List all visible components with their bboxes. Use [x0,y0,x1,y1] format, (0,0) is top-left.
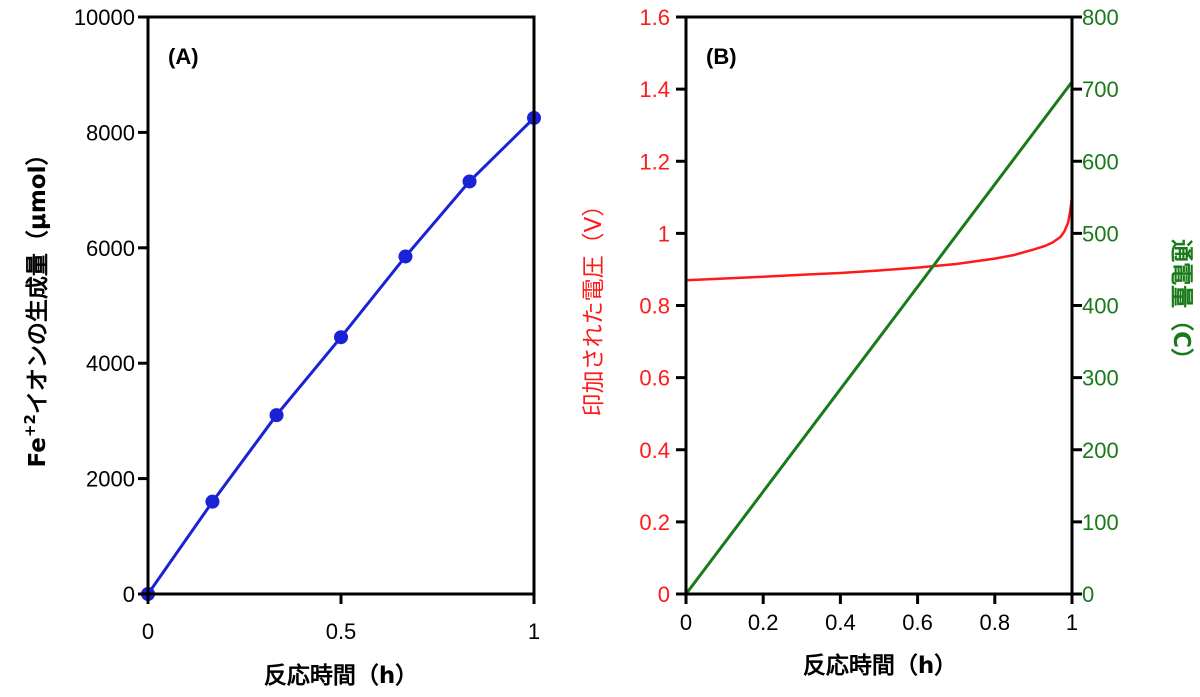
data-point [398,249,413,264]
y-tick-label: 2000 [86,467,135,492]
panel-b-data-layer [684,80,1074,595]
x-tick-label: 0.5 [326,619,357,644]
x-tick-label: 0.2 [748,610,779,635]
panel-a-x-axis-title: 反応時間（h） [264,662,418,689]
panel-a-plot-frame [146,15,536,596]
data-point [334,330,348,345]
y-title-superscript: +2 [21,414,39,437]
x-tick-label: 0 [680,610,692,635]
y-tick-label: 10000 [74,5,135,30]
x-tick-label: 0 [142,619,154,644]
panel-b-x-axis: 0 0.2 0.4 0.6 0.8 1 [680,594,1078,635]
panel-a-y-axis: 0 2000 4000 6000 8000 10000 [74,5,148,607]
y-tick-label: 4000 [86,351,135,376]
data-point [205,494,220,509]
panel-b-x-axis-title: 反応時間（h） [803,652,957,679]
panel-a-label: (A) [168,44,199,69]
left-y-tick-label: 0 [658,582,670,607]
left-y-tick-label: 0.8 [639,294,670,319]
right-y-tick-label: 0 [1082,582,1094,607]
y-tick-label: 6000 [86,236,135,261]
x-tick-label: 0.4 [825,610,856,635]
panel-a-data-layer [141,110,541,601]
panel-b-left-y-axis-title: 印加された電圧（V） [581,194,607,417]
right-y-tick-label: 100 [1082,510,1119,535]
y-title-rest: イオンの生成量（μmol） [24,143,51,415]
panel-b-left-y-axis: 0 0.2 0.4 0.6 0.8 1 1.2 1.4 1.6 [639,5,686,607]
right-y-tick-label: 700 [1082,77,1119,102]
right-y-tick-label: 400 [1082,294,1119,319]
x-tick-label: 0.8 [980,610,1011,635]
panel-a-x-axis: 0 0.5 1 [142,594,540,644]
voltage-series-line [685,197,1074,282]
panel-b-right-y-axis-title: 通電量（C） [1168,239,1195,371]
y-title-prefix: Fe [25,437,51,467]
right-y-tick-label: 200 [1082,438,1119,463]
right-y-tick-label: 600 [1082,149,1119,174]
x-tick-label: 0.6 [902,610,933,635]
series-line [146,116,536,595]
x-tick-label: 1 [1066,610,1078,635]
panel-b-label: (B) [706,44,737,69]
left-y-tick-label: 1.2 [639,149,670,174]
right-y-tick-label: 500 [1082,221,1119,246]
data-point [269,408,284,423]
y-tick-label: 8000 [86,120,135,145]
left-y-tick-label: 0.4 [639,438,670,463]
data-point [462,174,477,189]
left-y-tick-label: 0.6 [639,366,670,391]
charge-series-line [684,80,1074,595]
panel-b-right-y-axis: 0 100 200 300 400 500 600 700 800 [1072,5,1119,607]
chart-panel-b: 0 0.2 0.4 0.6 0.8 1 1.2 1.4 1.6 0 100 200 300 400 500… [581,5,1195,679]
right-y-tick-label: 800 [1082,5,1119,30]
right-y-tick-label: 300 [1082,366,1119,391]
y-tick-label: 0 [123,582,135,607]
x-tick-label: 1 [528,619,540,644]
left-y-tick-label: 1.4 [639,77,670,102]
panel-a-y-axis-title: Fe+2イオンの生成量（μmol） [21,143,51,468]
left-y-tick-label: 0.2 [639,510,670,535]
left-y-tick-label: 1 [658,221,670,246]
left-y-tick-label: 1.6 [639,5,670,30]
